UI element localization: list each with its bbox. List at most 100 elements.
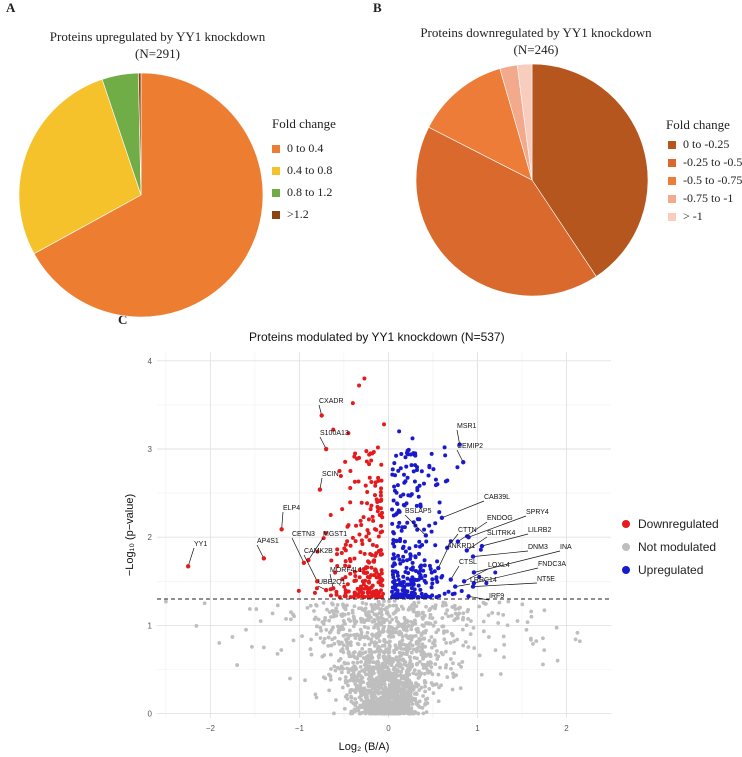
upregulated-point bbox=[391, 531, 396, 536]
panel-letter-c: C bbox=[118, 312, 128, 327]
downregulated-point bbox=[361, 567, 366, 572]
upregulated-point bbox=[427, 463, 432, 468]
downregulated-point bbox=[363, 578, 368, 583]
not-modulated-point bbox=[411, 671, 416, 676]
not-modulated-point bbox=[449, 666, 453, 671]
point-label-scin: SCIN bbox=[322, 471, 339, 478]
upregulated-point bbox=[434, 575, 439, 580]
upregulated-point bbox=[443, 479, 448, 484]
point-label-ankrd1: ANKRD1 bbox=[447, 543, 476, 550]
not-modulated-point bbox=[413, 698, 418, 703]
not-modulated-point bbox=[362, 642, 367, 647]
not-modulated-point bbox=[327, 618, 332, 623]
not-modulated-point bbox=[291, 638, 296, 643]
upregulated-point bbox=[408, 567, 413, 572]
upregulated-point bbox=[404, 593, 409, 598]
upregulated-point bbox=[420, 543, 425, 548]
not-modulated-point bbox=[412, 691, 417, 696]
upregulated-point bbox=[405, 576, 410, 581]
downregulated-point bbox=[362, 595, 367, 600]
upregulated-point bbox=[401, 558, 406, 563]
not-modulated-point bbox=[387, 624, 392, 629]
upregulated-point bbox=[452, 591, 457, 596]
labeled-point-irf9 bbox=[466, 594, 471, 599]
not-modulated-point bbox=[453, 607, 458, 611]
not-modulated-point bbox=[351, 624, 356, 629]
not-modulated-point bbox=[398, 661, 402, 666]
downregulated-point bbox=[359, 538, 364, 543]
not-modulated-point bbox=[405, 669, 410, 674]
not-modulated-point bbox=[292, 614, 296, 619]
downregulated-point bbox=[357, 383, 362, 388]
y-axis-title: −Log₁₀ (p−value) bbox=[124, 494, 136, 576]
not-modulated-point bbox=[382, 682, 387, 687]
upregulated-point bbox=[390, 467, 395, 472]
not-modulated-point bbox=[465, 609, 470, 614]
not-modulated-point bbox=[331, 711, 336, 716]
not-modulated-point bbox=[320, 654, 325, 659]
not-modulated-point bbox=[375, 708, 380, 713]
not-modulated-point bbox=[433, 682, 437, 687]
not-modulated-point bbox=[402, 627, 406, 632]
not-modulated-point bbox=[406, 708, 410, 713]
downregulated-point bbox=[365, 501, 370, 506]
not-modulated-point bbox=[365, 667, 370, 672]
not-modulated-point bbox=[387, 630, 392, 635]
not-modulated-point bbox=[349, 695, 354, 700]
upregulated-point bbox=[392, 544, 397, 549]
not-modulated-point bbox=[458, 686, 463, 691]
downregulated-point bbox=[374, 527, 379, 532]
not-modulated-point bbox=[353, 709, 358, 713]
upregulated-point bbox=[402, 539, 407, 544]
not-modulated-point bbox=[351, 651, 356, 655]
pie-a-slice-2 bbox=[18, 78, 142, 255]
not-modulated-point bbox=[391, 634, 396, 639]
not-modulated-point bbox=[341, 643, 346, 648]
not-modulated-point bbox=[321, 622, 326, 626]
upregulated-point bbox=[391, 498, 396, 503]
not-modulated-point bbox=[312, 609, 316, 613]
upregulated-point bbox=[391, 575, 396, 580]
not-modulated-point bbox=[366, 626, 371, 630]
not-modulated-point bbox=[369, 640, 374, 645]
point-label-fndc3a: FNDC3A bbox=[538, 561, 566, 568]
not-modulated-point bbox=[394, 603, 398, 608]
not-modulated-point bbox=[472, 646, 477, 650]
downregulated-point bbox=[366, 559, 371, 564]
point-label-lrrc14: LRRC14 bbox=[470, 577, 497, 584]
not-modulated-point bbox=[411, 647, 416, 652]
downregulated-point bbox=[369, 479, 374, 484]
not-modulated-point bbox=[408, 699, 413, 703]
x-tick-label-1: −2 bbox=[206, 724, 216, 733]
not-modulated-point bbox=[394, 663, 399, 668]
downregulated-point bbox=[382, 422, 386, 427]
label-leader-ap4s1 bbox=[256, 544, 265, 559]
downregulated-point bbox=[347, 564, 352, 569]
not-modulated-point bbox=[359, 698, 364, 702]
downregulated-point bbox=[378, 530, 383, 535]
downregulated-point bbox=[363, 483, 368, 488]
not-modulated-point bbox=[414, 662, 419, 667]
not-modulated-point bbox=[460, 627, 465, 632]
not-modulated-point bbox=[365, 695, 369, 700]
upregulated-point bbox=[407, 546, 412, 551]
not-modulated-point bbox=[422, 680, 427, 685]
label-leader-cab39l bbox=[441, 500, 485, 519]
panel-letter-a: A bbox=[6, 0, 16, 15]
not-modulated-point bbox=[429, 645, 434, 650]
not-modulated-point bbox=[409, 606, 413, 611]
label-leader-s100a13 bbox=[319, 436, 327, 450]
upregulated-point bbox=[433, 477, 438, 482]
not-modulated-point bbox=[402, 674, 407, 679]
downregulated-point bbox=[375, 509, 380, 514]
not-modulated-point bbox=[328, 674, 333, 679]
upregulated-point bbox=[394, 539, 399, 544]
upregulated-point bbox=[413, 451, 418, 456]
upregulated-point bbox=[397, 520, 402, 525]
not-modulated-point bbox=[449, 613, 454, 618]
not-modulated-point bbox=[369, 680, 374, 684]
not-modulated-point bbox=[388, 661, 392, 666]
not-modulated-point bbox=[456, 606, 461, 611]
not-modulated-point bbox=[415, 656, 419, 661]
downregulated-point bbox=[361, 582, 366, 587]
